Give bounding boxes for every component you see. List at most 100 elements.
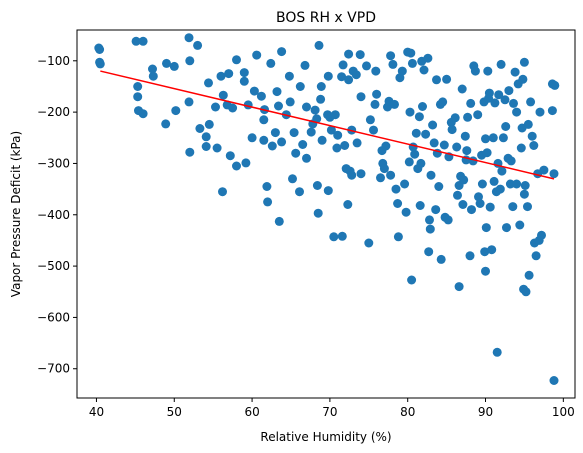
data-point-52 [270, 128, 280, 138]
data-point-64 [295, 187, 304, 197]
data-point-42 [249, 86, 259, 96]
data-point-104 [356, 169, 366, 179]
data-point-39 [241, 158, 251, 168]
data-point-220 [505, 179, 515, 189]
data-point-197 [481, 223, 491, 233]
data-point-11 [148, 71, 158, 81]
data-point-228 [515, 220, 525, 230]
data-point-224 [510, 67, 520, 77]
data-point-145 [418, 102, 427, 111]
data-point-206 [490, 98, 500, 108]
data-point-95 [344, 49, 354, 59]
data-point-113 [376, 173, 385, 183]
data-point-90 [337, 231, 347, 241]
data-point-251 [547, 106, 557, 116]
data-point-65 [295, 82, 305, 91]
data-point-205 [489, 176, 499, 186]
data-point-171 [453, 190, 462, 200]
data-point-181 [463, 112, 473, 122]
data-point-59 [284, 71, 294, 81]
x-tick-label: 70 [322, 405, 337, 419]
data-point-57 [277, 137, 287, 147]
data-point-88 [333, 130, 343, 140]
data-point-99 [347, 170, 357, 180]
data-point-77 [316, 94, 326, 104]
y-tick-label: −100 [37, 54, 70, 68]
data-point-153 [428, 120, 438, 130]
data-point-199 [483, 66, 493, 76]
data-point-128 [397, 66, 407, 76]
data-point-73 [312, 114, 322, 124]
data-point-72 [310, 105, 320, 115]
data-point-139 [411, 128, 421, 138]
data-point-120 [386, 51, 396, 61]
data-point-15 [171, 106, 181, 116]
data-point-150 [425, 215, 434, 225]
data-point-170 [452, 142, 462, 152]
data-point-4 [131, 36, 141, 46]
data-point-244 [531, 251, 541, 261]
data-point-136 [407, 58, 417, 68]
data-point-138 [410, 149, 420, 159]
data-point-219 [504, 86, 514, 96]
data-point-254 [550, 80, 560, 90]
data-point-30 [218, 90, 228, 100]
data-point-187 [470, 66, 480, 76]
data-point-164 [442, 74, 452, 84]
data-point-14 [169, 61, 179, 71]
data-point-6 [133, 82, 143, 91]
data-point-26 [211, 102, 220, 112]
data-point-238 [523, 119, 533, 129]
data-point-182 [465, 251, 475, 261]
data-point-229 [516, 143, 526, 153]
chart-title: BOS RH x VPD [276, 10, 376, 26]
data-point-61 [288, 174, 297, 184]
data-point-183 [466, 98, 476, 108]
data-point-20 [193, 40, 203, 50]
data-point-233 [519, 189, 529, 199]
plot-frame [76, 29, 576, 399]
data-point-51 [267, 141, 277, 151]
data-point-70 [306, 127, 316, 137]
data-point-223 [509, 98, 518, 108]
x-tick-label: 90 [478, 405, 493, 419]
data-point-44 [256, 91, 266, 101]
data-point-105 [356, 92, 366, 102]
data-point-21 [195, 124, 205, 133]
data-point-35 [232, 55, 241, 65]
data-point-62 [289, 128, 299, 138]
data-point-10 [148, 64, 157, 74]
data-point-198 [482, 148, 492, 158]
data-point-82 [323, 186, 333, 196]
data-point-34 [228, 103, 238, 113]
data-point-22 [201, 132, 211, 142]
data-point-225 [512, 179, 522, 189]
data-point-249 [539, 165, 549, 175]
data-point-135 [407, 275, 417, 285]
data-point-50 [266, 58, 276, 68]
data-point-18 [184, 97, 194, 107]
data-point-108 [365, 115, 375, 125]
data-point-190 [475, 199, 485, 208]
data-point-75 [313, 208, 323, 218]
data-point-155 [431, 205, 441, 215]
data-point-130 [401, 207, 411, 217]
data-point-87 [332, 143, 342, 153]
data-point-158 [434, 182, 444, 191]
data-point-3 [95, 59, 105, 69]
data-point-160 [436, 254, 446, 264]
data-point-162 [439, 140, 449, 150]
x-axis-ticks: 40 50 60 70 80 90 100 [89, 398, 575, 419]
data-point-149 [424, 247, 434, 257]
data-point-241 [527, 131, 537, 141]
data-point-91 [338, 60, 348, 70]
data-point-168 [447, 125, 457, 135]
data-point-49 [263, 197, 273, 207]
data-point-203 [487, 245, 497, 255]
x-tick-label: 50 [167, 405, 182, 419]
y-tick-label: −600 [37, 310, 70, 324]
data-point-151 [425, 224, 435, 234]
data-point-9 [138, 109, 148, 119]
data-point-54 [274, 101, 283, 111]
